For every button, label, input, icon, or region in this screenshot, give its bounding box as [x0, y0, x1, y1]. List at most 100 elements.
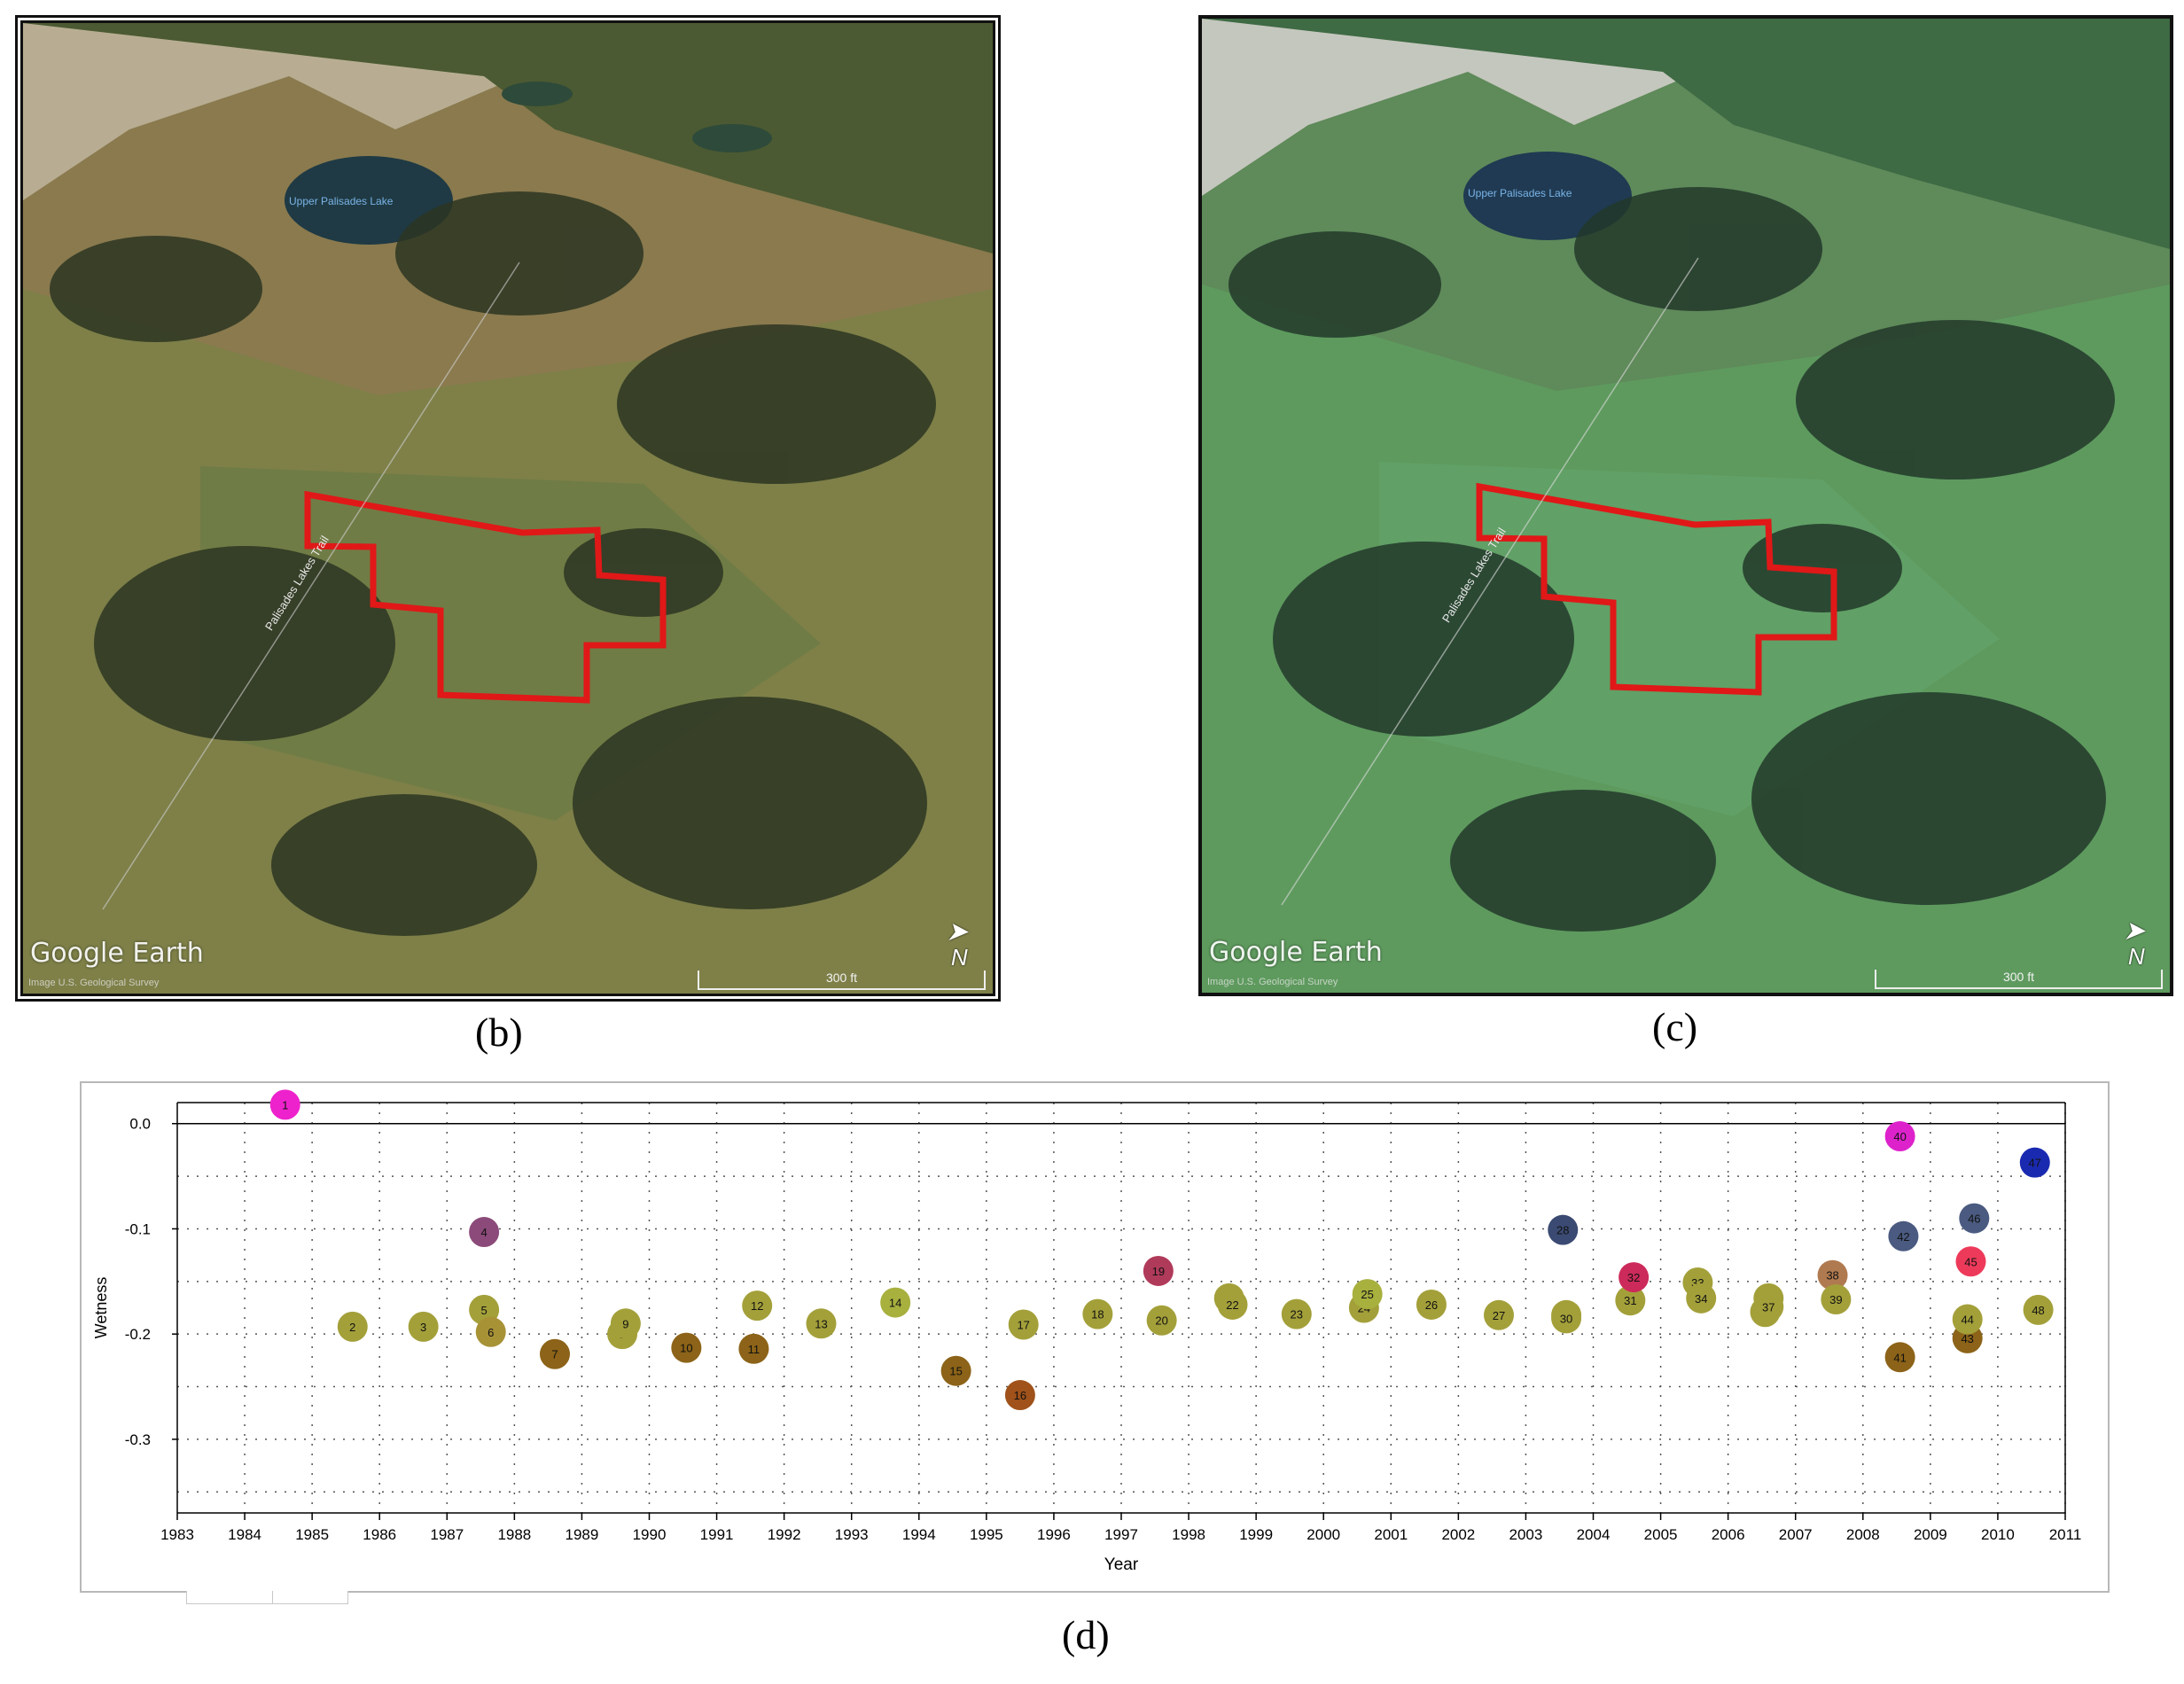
data-point-label: 14: [889, 1297, 901, 1310]
data-point-label: 45: [1964, 1255, 1977, 1268]
data-point-label: 25: [1361, 1288, 1373, 1301]
data-point-label: 1: [282, 1098, 288, 1111]
data-point: [337, 1311, 368, 1342]
satellite-image-b: [23, 23, 993, 994]
x-tick-label: 1998: [1172, 1526, 1205, 1543]
x-tick-label: 2010: [1981, 1526, 2015, 1543]
data-point: [1146, 1305, 1177, 1336]
data-point: [1551, 1303, 1582, 1334]
x-tick-label: 1984: [228, 1526, 261, 1543]
x-tick-label: 1997: [1104, 1526, 1138, 1543]
data-point-label: 17: [1017, 1318, 1029, 1331]
data-point-label: 10: [680, 1342, 692, 1355]
x-tick-label: 2009: [1914, 1526, 1947, 1543]
x-tick-label: 1987: [430, 1526, 464, 1543]
data-point-label: 41: [1893, 1351, 1906, 1364]
x-tick-label: 1989: [566, 1526, 599, 1543]
data-point: [1618, 1262, 1650, 1293]
x-tick-label: 2000: [1306, 1526, 1340, 1543]
data-point-label: 4: [481, 1226, 488, 1239]
google-earth-logo: Google Earth: [1209, 937, 1383, 968]
data-point: [671, 1332, 702, 1363]
data-point: [1615, 1285, 1646, 1316]
data-point-label: 28: [1556, 1224, 1569, 1237]
x-axis-title: Year: [1104, 1555, 1139, 1574]
x-tick-label: 1992: [768, 1526, 801, 1543]
lake-label: Upper Palisades Lake: [289, 195, 394, 207]
data-point-label: 31: [1624, 1294, 1636, 1307]
data-point: [1082, 1298, 1113, 1329]
data-point-label: 18: [1091, 1308, 1104, 1321]
x-tick-label: 2001: [1374, 1526, 1408, 1543]
x-tick-label: 2005: [1644, 1526, 1678, 1543]
chart-tab[interactable]: [186, 1591, 273, 1604]
wetness-scatter-chart: 1983 1984 1985 1986 1987 1988 1989 1990 1991 1992…: [92, 1089, 2081, 1574]
x-tick-label: 1986: [363, 1526, 396, 1543]
y-tick-label: -0.1: [125, 1220, 151, 1237]
x-tick-label: 2008: [1846, 1526, 1880, 1543]
north-arrow-icon: ➤ N: [2122, 916, 2145, 970]
image-credit: Image U.S. Geological Survey: [28, 978, 160, 988]
y-tick-label: 0.0: [129, 1116, 151, 1133]
data-point-label: 16: [1014, 1389, 1026, 1402]
data-point-label: 20: [1155, 1314, 1167, 1328]
data-point-label: 32: [1627, 1271, 1640, 1284]
x-tick-label: 2002: [1441, 1526, 1475, 1543]
x-tick-label: 1988: [497, 1526, 531, 1543]
data-point: [469, 1217, 500, 1248]
data-point: [1888, 1220, 1919, 1251]
data-point: [610, 1308, 641, 1339]
data-point-label: 11: [748, 1343, 760, 1356]
data-point-label: 9: [622, 1317, 628, 1330]
x-tick-label: 2004: [1577, 1526, 1611, 1543]
data-point: [742, 1290, 773, 1321]
image-credit: Image U.S. Geological Survey: [1207, 977, 1338, 987]
data-point: [1817, 1259, 1848, 1290]
data-point-label: 6: [488, 1326, 494, 1339]
lake-label: Upper Palisades Lake: [1468, 187, 1572, 199]
compass-label: N: [950, 944, 968, 971]
scale-bar: 300 ft: [698, 971, 986, 990]
data-point: [1004, 1380, 1035, 1411]
x-tick-label: 1985: [295, 1526, 329, 1543]
data-point-label: 7: [551, 1348, 558, 1361]
data-point: [1952, 1304, 1983, 1335]
data-point: [806, 1308, 837, 1339]
chart-tab[interactable]: [272, 1591, 348, 1604]
data-point-label: 34: [1695, 1292, 1707, 1306]
data-point-label: 38: [1826, 1269, 1838, 1282]
x-tick-label: 1993: [835, 1526, 869, 1543]
satellite-image-panel-b: Upper Palisades Lake Palisades Lakes Tra…: [15, 15, 1001, 1002]
data-point: [738, 1333, 769, 1364]
data-point-label: 42: [1897, 1230, 1909, 1244]
x-tick-label: 2003: [1509, 1526, 1543, 1543]
scale-label: 300 ft: [825, 971, 858, 985]
data-point-label: 26: [1425, 1298, 1438, 1312]
data-point: [475, 1316, 506, 1347]
x-tick-label: 2006: [1712, 1526, 1745, 1543]
x-tick-label: 1990: [633, 1526, 667, 1543]
data-point: [1217, 1289, 1248, 1320]
y-tick-label: -0.2: [125, 1326, 151, 1343]
data-point-label: 22: [1226, 1298, 1238, 1312]
data-point-label: 12: [751, 1299, 763, 1313]
data-point: [1753, 1291, 1784, 1322]
data-point: [408, 1311, 439, 1342]
data-point-label: 30: [1560, 1312, 1572, 1325]
x-tick-label: 1994: [902, 1526, 936, 1543]
data-point: [880, 1287, 911, 1318]
data-point: [1416, 1289, 1447, 1320]
caption-c: (c): [1652, 1004, 1698, 1049]
data-point: [540, 1338, 570, 1369]
data-point: [1884, 1120, 1915, 1151]
data-point-label: 44: [1961, 1314, 1973, 1327]
wetness-chart-frame: 1983 1984 1985 1986 1987 1988 1989 1990 1991 1992…: [80, 1081, 2110, 1593]
x-tick-label: 2007: [1779, 1526, 1813, 1543]
data-point-label: 3: [420, 1321, 426, 1334]
data-point: [1959, 1203, 1990, 1234]
data-point-label: 19: [1152, 1265, 1165, 1278]
data-point-label: 48: [2032, 1304, 2044, 1317]
data-point-label: 46: [1968, 1212, 1980, 1226]
x-tick-label: 1991: [700, 1526, 734, 1543]
data-point: [1686, 1282, 1717, 1314]
